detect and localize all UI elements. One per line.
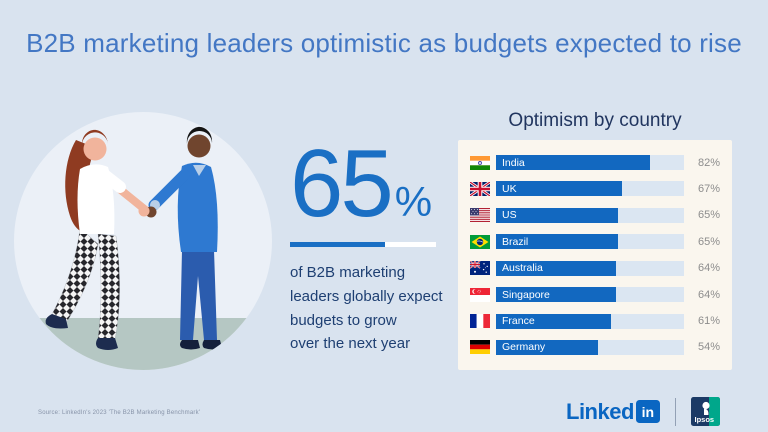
value-label: 65% — [697, 209, 720, 222]
page-title: B2B marketing leaders optimistic as budg… — [26, 28, 742, 58]
stat-progress-fill — [290, 242, 385, 248]
value-label: 61% — [697, 315, 720, 328]
bar-track: Australia — [496, 260, 684, 276]
country-label: Australia — [502, 262, 543, 275]
country-label: Brazil — [502, 235, 529, 248]
bar-fill: Australia — [496, 260, 617, 276]
value-label: 65% — [697, 235, 720, 248]
stat-percent-sign: % — [394, 178, 433, 225]
bar-track: UK — [496, 181, 684, 197]
chart-row-france: France 61% — [470, 313, 720, 329]
bar-track: Singapore — [496, 287, 684, 303]
chart-row-us: US 65% — [470, 207, 720, 223]
country-label: India — [502, 156, 525, 169]
us-flag-icon — [470, 208, 490, 223]
bar-track: Brazil — [496, 234, 684, 250]
bar-fill: India — [496, 155, 651, 170]
value-label: 64% — [697, 262, 720, 275]
footer-logos: Linked in Ipsos — [566, 396, 720, 427]
optimism-chart: India 82% UK 67% US — [458, 140, 732, 370]
stat-value: 65 — [290, 130, 394, 237]
bar-fill: Singapore — [496, 287, 617, 303]
chart-title: Optimism by country — [508, 110, 682, 131]
bar-fill: Germany — [496, 339, 598, 355]
logo-divider — [674, 397, 676, 426]
bar-track: India — [496, 155, 684, 170]
value-label: 64% — [697, 288, 720, 301]
stat-description: of B2B marketing leaders globally expect… — [290, 261, 470, 356]
headline-stat: 65 % of B2B marketing leaders globally e… — [290, 130, 470, 356]
value-label: 54% — [697, 341, 720, 354]
brazil-flag-icon — [470, 234, 490, 249]
value-label: 82% — [697, 156, 720, 169]
chart-row-uk: UK 67% — [470, 181, 720, 197]
chart-row-india: India 82% — [470, 155, 720, 170]
stat-number: 65 % — [290, 130, 470, 237]
bar-track: US — [496, 207, 684, 223]
chart-row-brazil: Brazil 65% — [470, 234, 720, 250]
chart-row-germany: Germany 54% — [470, 339, 720, 355]
bar-fill: US — [496, 207, 619, 223]
chart-row-singapore: Singapore 64% — [470, 287, 720, 303]
chart-row-australia: Australia 64% — [470, 260, 720, 276]
handshake-illustration — [14, 112, 272, 370]
uk-flag-icon — [470, 181, 490, 196]
india-flag-icon — [470, 155, 490, 170]
country-label: US — [502, 209, 517, 222]
source-citation: Source: LinkedIn's 2023 'The B2B Marketi… — [38, 410, 201, 416]
bar-track: Germany — [496, 339, 684, 355]
stat-description-line: over the next year — [290, 335, 411, 353]
singapore-flag-icon — [470, 287, 490, 302]
stat-description-line: budgets to grow — [290, 311, 397, 329]
france-flag-icon — [470, 314, 490, 329]
linkedin-in-icon: in — [635, 400, 660, 423]
bar-fill: Brazil — [496, 234, 619, 250]
woman-figure — [45, 129, 152, 350]
ipsos-logo: Ipsos — [690, 397, 720, 426]
man-figure — [148, 126, 222, 350]
linkedin-logo: Linked — [566, 398, 634, 424]
value-label: 67% — [697, 182, 720, 195]
germany-flag-icon — [470, 340, 490, 355]
bar-track: France — [496, 313, 684, 329]
country-label: Germany — [502, 341, 546, 354]
bar-fill: France — [496, 313, 611, 329]
stat-description-line: of B2B marketing — [290, 264, 406, 282]
stat-progress-rule — [290, 242, 436, 248]
country-label: Singapore — [502, 288, 550, 301]
country-label: UK — [502, 182, 517, 195]
country-label: France — [502, 315, 535, 328]
bar-fill: UK — [496, 181, 622, 197]
handshake-hands — [138, 205, 157, 218]
stat-description-line: leaders globally expect — [290, 288, 443, 305]
australia-flag-icon — [470, 261, 490, 276]
svg-text:Ipsos: Ipsos — [694, 415, 714, 424]
